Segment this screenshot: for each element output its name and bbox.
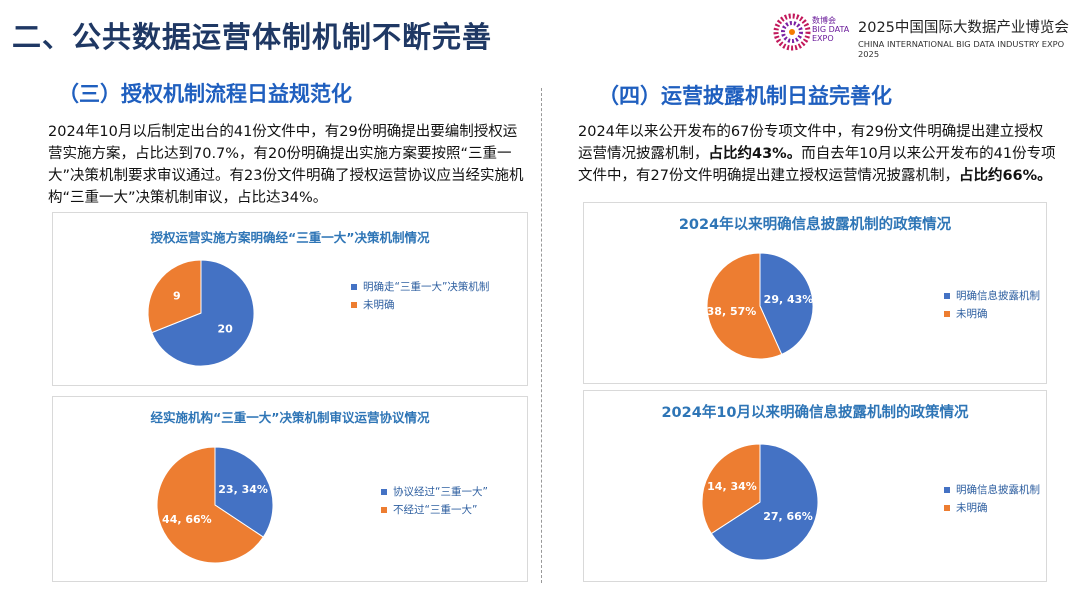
chart-box: 2024年以来明确信息披露机制的政策情况 29, 43% 38, 57% 明确信息披露… — [583, 202, 1047, 384]
logo-mark — [773, 13, 811, 51]
pie-chart: 27, 66% 14, 34% — [701, 443, 819, 561]
section-text: 2024年10月以后制定出台的41份文件中，有29份明确提出要编制授权运营实施方… — [48, 121, 528, 209]
legend-item: 协议经过“三重一大” — [381, 485, 521, 499]
pie-slice — [706, 252, 783, 360]
chart-box: 授权运营实施方案明确经“三重一大”决策机制情况 20 9 明确走“三重一大”决策机制未… — [52, 212, 528, 386]
legend-label: 明确走“三重一大”决策机制 — [363, 281, 490, 293]
data-label: 14, 34% — [707, 480, 757, 493]
section-text: 2024年以来公开发布的67份专项文件中，有29份文件明确提出建立授权运营情况披… — [578, 121, 1056, 187]
pie-chart: 20 9 — [147, 259, 255, 367]
logo-text: 数博会 BIG DATA EXPO — [812, 16, 849, 43]
legend-swatch — [944, 505, 950, 511]
legend-item: 明确信息披露机制 — [944, 483, 1044, 497]
text-run: 占比约66%。 — [958, 168, 1052, 184]
data-label: 20 — [217, 322, 233, 335]
legend-label: 协议经过“三重一大” — [393, 486, 488, 498]
pie-slice — [710, 443, 819, 561]
pie-slice — [151, 259, 255, 367]
legend-item: 未明确 — [944, 501, 1044, 515]
legend-swatch — [944, 293, 950, 299]
chart-title: 经实施机构“三重一大”决策机制审议运营协议情况 — [150, 410, 430, 425]
legend: 明确走“三重一大”决策机制 未明确 — [351, 280, 511, 316]
expo-name: 2025中国国际大数据产业博览会 — [858, 20, 1069, 36]
legend-swatch — [944, 311, 950, 317]
pie-chart: 29, 43% 38, 57% — [706, 252, 814, 360]
section-heading: （四）运营披露机制日益完善化 — [598, 84, 892, 108]
expo-name-en: CHINA INTERNATIONAL BIG DATA INDUSTRY EX… — [858, 39, 1065, 59]
chart-title: 2024年10月以来明确信息披露机制的政策情况 — [661, 405, 969, 421]
pie-chart: 23, 34% 44, 66% — [156, 446, 274, 564]
text-run: 占比约43%。 — [708, 146, 802, 162]
legend-label: 未明确 — [363, 299, 395, 311]
legend-item: 未明确 — [351, 298, 511, 312]
data-label: 44, 66% — [162, 513, 212, 526]
legend-swatch — [944, 487, 950, 493]
legend-item: 明确信息披露机制 — [944, 289, 1044, 303]
text-run: 而自去年10月以来公开发布的41份专项文件中，有27份文件明确提出建立授权运营情… — [578, 146, 1056, 184]
data-label: 23, 34% — [218, 483, 268, 496]
chart-title: 授权运营实施方案明确经“三重一大”决策机制情况 — [150, 230, 430, 245]
data-label: 27, 66% — [763, 510, 813, 523]
legend-label: 明确信息披露机制 — [956, 290, 1040, 302]
legend-item: 不经过“三重一大” — [381, 503, 521, 517]
chart-title: 2024年以来明确信息披露机制的政策情况 — [678, 217, 952, 233]
divider — [541, 88, 542, 583]
legend-swatch — [381, 489, 387, 495]
data-label: 29, 43% — [764, 293, 814, 306]
legend: 明确信息披露机制 未明确 — [944, 483, 1044, 519]
slide-title: 二、公共数据运营体制机制不断完善 — [12, 20, 493, 54]
legend-swatch — [351, 302, 357, 308]
legend-label: 不经过“三重一大” — [393, 504, 478, 516]
pie-slice — [759, 252, 814, 356]
legend: 明确信息披露机制 未明确 — [944, 289, 1044, 325]
section-heading: （三）授权机制流程日益规范化 — [58, 82, 352, 106]
logo-en: EXPO — [812, 34, 834, 43]
logo-cn: 数博会 — [812, 16, 836, 25]
legend-label: 未明确 — [956, 502, 988, 514]
pie-slice — [147, 259, 202, 334]
legend: 协议经过“三重一大” 不经过“三重一大” — [381, 485, 521, 521]
legend-item: 明确走“三重一大”决策机制 — [351, 280, 511, 294]
text-run: 2024年以来公开发布的67份专项文件中，有29份文件明确提出建立授权运营情况披… — [578, 124, 1044, 162]
legend-swatch — [381, 507, 387, 513]
legend-swatch — [351, 284, 357, 290]
text-run: 2024年10月以后制定出台的41份文件中，有29份明确提出要编制授权运营实施方… — [48, 124, 524, 206]
pie-slice — [701, 443, 761, 535]
data-label: 38, 57% — [707, 305, 757, 318]
logo-en: BIG DATA — [812, 25, 850, 34]
chart-box: 2024年10月以来明确信息披露机制的政策情况 27, 66% 14, 34% 明确信… — [583, 390, 1047, 582]
data-label: 9 — [173, 290, 181, 303]
pie-slice — [156, 446, 265, 564]
chart-box: 经实施机构“三重一大”决策机制审议运营协议情况 23, 34% 44, 66% 协议经… — [52, 396, 528, 582]
legend-item: 未明确 — [944, 307, 1044, 321]
legend-label: 明确信息披露机制 — [956, 484, 1040, 496]
legend-label: 未明确 — [956, 308, 988, 320]
